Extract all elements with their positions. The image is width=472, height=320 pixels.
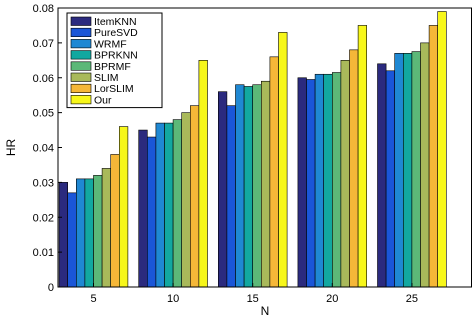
legend-swatch-bprmf: [70, 61, 92, 71]
x-tick-label: 20: [326, 293, 338, 305]
y-tick-label: 0.03: [33, 177, 54, 189]
bar-bprmf-5: [93, 175, 103, 288]
legend-label-itemknn: ItemKNN: [94, 16, 137, 28]
y-tick-label: 0.08: [33, 3, 54, 15]
bar-bprknn-15: [243, 86, 254, 288]
legend-label-puresvd: PureSVD: [94, 27, 138, 39]
bar-puresvd-5: [67, 192, 77, 288]
bar-bprmf-15: [252, 84, 262, 288]
bar-bprmf-10: [172, 119, 183, 288]
bar-itemknn-10: [138, 129, 148, 288]
bar-itemknn-15: [218, 91, 228, 288]
legend-swatch-lorslim: [70, 83, 92, 93]
bar-lorslim-5: [110, 154, 120, 288]
bar-puresvd-25: [385, 70, 396, 288]
x-axis-label: N: [261, 304, 270, 318]
bar-our-15: [278, 32, 288, 288]
bar-puresvd-20: [306, 79, 316, 288]
bar-our-10: [198, 60, 208, 288]
bar-our-25: [437, 11, 447, 288]
bar-bprmf-25: [411, 51, 421, 288]
bar-slim-20: [340, 60, 350, 288]
bar-puresvd-15: [226, 105, 236, 288]
bar-wrmf-25: [394, 53, 404, 288]
bar-itemknn-25: [377, 63, 387, 288]
bar-itemknn-20: [297, 77, 307, 288]
y-tick-label: 0: [48, 282, 54, 294]
legend-label-wrmf: WRMF: [94, 38, 127, 50]
bar-slim-10: [181, 112, 191, 288]
bar-our-5: [119, 126, 129, 288]
bar-our-20: [357, 25, 368, 288]
bar-slim-25: [420, 42, 430, 288]
bar-bprknn-5: [84, 178, 94, 288]
y-tick-label: 0.01: [33, 247, 54, 259]
legend-label-our: Our: [94, 94, 112, 106]
bar-puresvd-10: [147, 136, 157, 288]
y-axis-label: HR: [4, 139, 18, 157]
bar-wrmf-20: [314, 73, 325, 288]
legend-label-lorslim: LorSLIM: [94, 83, 134, 95]
y-tick-label: 0.02: [33, 212, 54, 224]
bar-lorslim-10: [190, 105, 200, 288]
bars-group: [58, 11, 447, 288]
y-tick-label: 0.07: [33, 38, 54, 50]
x-tick-label: 5: [90, 293, 96, 305]
x-axis: 5 10 15 20 25: [90, 283, 418, 305]
bar-lorslim-15: [269, 56, 279, 288]
bar-slim-15: [260, 80, 271, 288]
legend-swatch-slim: [70, 72, 92, 82]
bar-lorslim-25: [428, 25, 439, 288]
bar-bprknn-25: [402, 53, 413, 288]
bar-bprknn-20: [323, 73, 333, 288]
legend-swatch-itemknn: [70, 16, 92, 26]
bar-slim-5: [101, 168, 111, 288]
legend-label-bprknn: BPRKNN: [94, 50, 138, 62]
bar-wrmf-10: [155, 122, 165, 288]
y-tick-label: 0.06: [33, 73, 54, 85]
bar-lorslim-20: [349, 49, 359, 288]
bar-wrmf-15: [235, 84, 245, 288]
legend-swatch-bprknn: [70, 50, 92, 60]
x-tick-label: 25: [406, 293, 418, 305]
x-tick-label: 10: [167, 293, 179, 305]
bar-wrmf-5: [76, 178, 86, 288]
legend-swatch-puresvd: [70, 27, 92, 38]
legend-label-bprmf: BPRMF: [94, 61, 131, 73]
y-tick-label: 0.04: [33, 143, 54, 155]
legend: ItemKNNPureSVDWRMFBPRKNNBPRMFSLIMLorSLIM…: [66, 12, 163, 109]
legend-label-slim: SLIM: [94, 72, 119, 84]
bar-bprknn-10: [164, 122, 174, 288]
y-tick-label: 0.05: [33, 108, 54, 120]
legend-swatch-our: [70, 95, 92, 105]
x-tick-label: 15: [247, 293, 259, 305]
legend-swatch-wrmf: [70, 39, 92, 49]
bar-bprmf-20: [331, 72, 342, 288]
bar-itemknn-5: [58, 182, 68, 288]
y-axis: 0 0.01 0.02 0.03 0.04 0.05 0.06 0.07 0.08: [33, 3, 62, 294]
